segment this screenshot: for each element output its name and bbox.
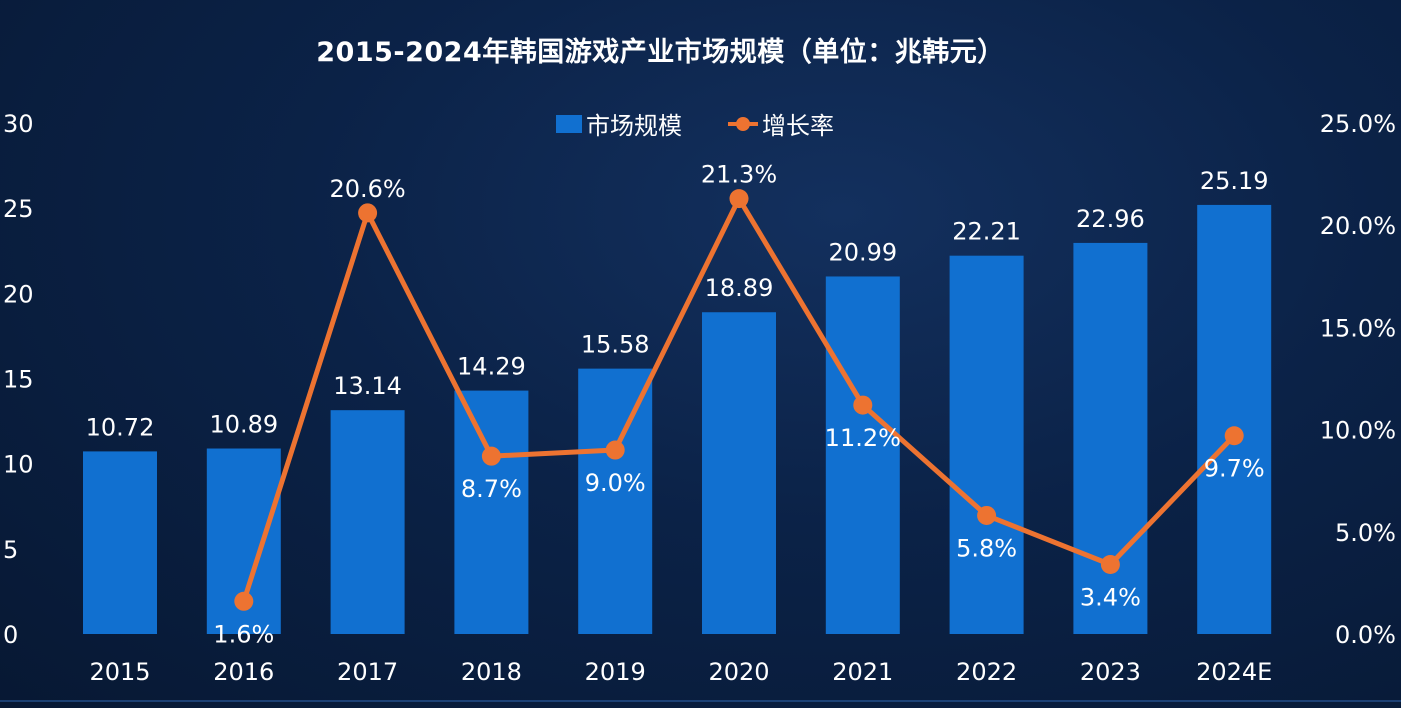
bar-2022 [949,255,1024,634]
bottom-divider [0,700,1401,702]
growth-rate-label: 1.6% [213,620,274,648]
growth-point-2018 [481,446,501,466]
x-tick-label: 2019 [585,658,646,686]
bar-value-label: 14.29 [457,353,526,381]
x-tick-label: 2024E [1196,658,1272,686]
x-tick-label: 2020 [708,658,769,686]
bar-2023 [1073,242,1148,634]
legend-label-growth-rate: 增长率 [762,112,834,140]
legend-line-swatch [728,115,758,133]
growth-rate-label: 8.7% [461,475,522,503]
growth-rate-label: 20.6% [329,175,405,203]
y-right-tick-label: 15.0% [1320,314,1396,342]
bar-value-label: 13.14 [333,372,402,400]
y-left-tick-label: 30 [3,110,34,138]
bar-value-label: 25.19 [1200,167,1269,195]
growth-rate-label: 21.3% [701,161,777,189]
x-tick-label: 2018 [461,658,522,686]
growth-rate-label: 9.0% [585,469,646,497]
bar-value-label: 22.96 [1076,205,1145,233]
y-left-tick-label: 15 [3,366,34,394]
growth-point-2021 [853,395,873,415]
y-left-tick-label: 10 [3,451,34,479]
legend-bar-swatch [556,114,582,133]
bar-value-label: 22.21 [952,218,1021,246]
bar-value-label: 10.89 [209,411,278,439]
x-tick-label: 2015 [89,658,150,686]
legend-item-growth-rate: 增长率 [728,106,834,141]
x-tick-label: 2022 [956,658,1017,686]
bar-2019 [578,368,653,634]
bar-value-label: 10.72 [86,413,155,441]
y-right-tick-label: 0.0% [1335,621,1396,649]
growth-rate-label: 3.4% [1080,584,1141,612]
x-tick-label: 2021 [832,658,893,686]
growth-point-2017 [358,203,378,223]
bar-2018 [454,390,529,634]
y-left-tick-label: 25 [3,195,34,223]
legend-label-market-size: 市场规模 [586,112,682,140]
bar-value-label: 18.89 [705,274,774,302]
y-right-tick-label: 5.0% [1335,519,1396,547]
growth-point-2016 [234,591,254,611]
bar-2021 [825,276,900,634]
bar-2017 [330,410,405,634]
y-left-tick-label: 0 [3,621,18,649]
bar-value-label: 15.58 [581,331,650,359]
y-right-tick-label: 25.0% [1320,110,1396,138]
growth-rate-label: 5.8% [956,534,1017,562]
bar-2015 [83,451,157,634]
x-tick-label: 2023 [1080,658,1141,686]
bar-2020 [702,312,776,634]
growth-point-2023 [1100,555,1120,575]
x-tick-label: 2017 [337,658,398,686]
growth-point-2019 [605,440,625,460]
chart-title: 2015-2024年韩国游戏产业市场规模（单位：兆韩元） [316,37,1005,68]
y-left-tick-label: 20 [3,280,34,308]
growth-point-2024E [1224,426,1244,446]
legend: 市场规模 增长率 [556,106,880,141]
x-tick-label: 2016 [213,658,274,686]
y-left-tick-label: 5 [3,536,18,564]
bar-2024E [1197,204,1272,634]
bar-value-label: 20.99 [828,238,897,266]
growth-rate-label: 11.2% [825,424,901,452]
growth-point-2022 [977,505,997,525]
y-right-tick-label: 10.0% [1320,417,1396,445]
growth-point-2020 [729,189,749,209]
legend-item-market-size: 市场规模 [556,106,682,141]
growth-rate-label: 9.7% [1204,455,1265,483]
y-right-tick-label: 20.0% [1320,212,1396,240]
